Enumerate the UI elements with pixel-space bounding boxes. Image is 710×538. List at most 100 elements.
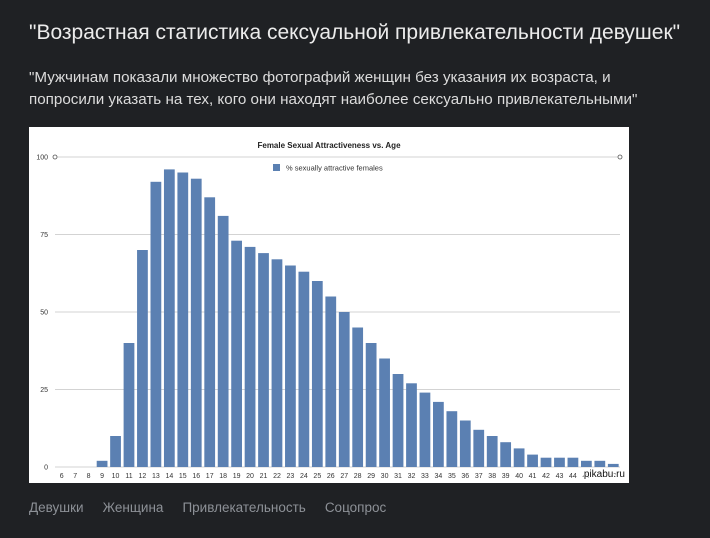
bar-34: [433, 401, 444, 467]
x-tick-label: 21: [260, 473, 268, 480]
y-tick-label: 50: [40, 310, 48, 317]
bar-40: [513, 448, 525, 467]
bar-45: [580, 460, 592, 467]
bar-11: [123, 343, 135, 467]
x-tick-label: 40: [515, 473, 523, 480]
x-tick-label: 33: [421, 473, 429, 480]
bar-44: [567, 457, 579, 467]
tag-link[interactable]: Женщина: [102, 500, 164, 515]
x-tick-label: 19: [233, 473, 241, 480]
bar-26: [325, 296, 337, 467]
x-tick-label: 32: [408, 473, 416, 480]
bar-13: [150, 181, 162, 468]
x-tick-label: 35: [448, 473, 456, 480]
bar-12: [137, 250, 148, 467]
x-tick-label: 31: [394, 473, 402, 480]
x-tick-label: 25: [313, 473, 321, 480]
x-tick-label: 28: [354, 473, 362, 480]
bar-22: [271, 259, 283, 467]
bar-24: [298, 271, 310, 467]
y-tick-label: 25: [40, 387, 48, 394]
x-tick-label: 29: [367, 473, 375, 480]
post-title: "Возрастная статистика сексуальной привл…: [29, 21, 681, 44]
bar-47: [607, 463, 619, 467]
bar-37: [473, 429, 485, 467]
x-tick-label: 30: [381, 473, 389, 480]
x-tick-label: 20: [246, 473, 254, 480]
x-tick-label: 13: [152, 473, 160, 480]
x-tick-label: 46: [596, 473, 604, 480]
bar-14: [163, 169, 175, 467]
bar-15: [177, 172, 189, 467]
chart-title: Female Sexual Attractiveness vs. Age: [257, 141, 401, 150]
tag-list: Девушки Женщина Привлекательность Соцопрос: [29, 500, 386, 520]
x-tick-label: 34: [434, 473, 442, 480]
chart-handle: [617, 154, 623, 160]
x-tick-label: 27: [340, 473, 348, 480]
bar-20: [244, 246, 256, 467]
x-tick-label: 26: [327, 473, 335, 480]
bar-31: [392, 374, 404, 467]
y-tick-label: 0: [44, 465, 48, 472]
legend-label: % sexually attractive females: [286, 164, 383, 173]
x-tick-label: 16: [192, 473, 200, 480]
x-tick-label: 39: [502, 473, 510, 480]
x-tick-label: 17: [206, 473, 214, 480]
x-tick-label: 44: [569, 473, 577, 480]
bar-25: [311, 281, 323, 467]
bar-41: [527, 454, 538, 467]
x-tick-label: 37: [475, 473, 483, 480]
bar-19: [231, 240, 242, 467]
bar-16: [190, 178, 202, 467]
bar-35: [446, 411, 458, 467]
x-tick-label: 10: [112, 473, 120, 480]
x-tick-label: 24: [300, 473, 308, 480]
legend-swatch: [273, 164, 280, 171]
bar-9: [96, 460, 108, 467]
x-tick-label: 7: [73, 473, 77, 480]
bar-23: [285, 265, 296, 467]
bar-28: [352, 327, 364, 467]
x-tick-label: 43: [556, 473, 564, 480]
bar-42: [540, 457, 552, 467]
x-tick-label: 9: [100, 473, 104, 480]
x-tick-label: 8: [87, 473, 91, 480]
tag-link[interactable]: Девушки: [29, 500, 84, 515]
x-tick-label: 23: [287, 473, 295, 480]
x-tick-label: 36: [461, 473, 469, 480]
chart-handle: [52, 154, 58, 160]
bar-21: [258, 253, 269, 467]
bar-29: [365, 343, 377, 467]
x-tick-label: 14: [165, 473, 173, 480]
x-tick-label: 18: [219, 473, 227, 480]
x-tick-label: 42: [542, 473, 550, 480]
x-tick-label: 22: [273, 473, 281, 480]
bar-43: [554, 457, 565, 467]
bar-38: [486, 436, 498, 467]
x-tick-label: 6: [60, 473, 64, 480]
watermark: pikabu.ru: [584, 469, 625, 480]
tag-link[interactable]: Соцопрос: [324, 500, 387, 515]
x-tick-label: 11: [125, 473, 132, 480]
bar-27: [338, 312, 350, 467]
bar-46: [594, 460, 606, 467]
bar-10: [110, 436, 121, 467]
x-tick-label: 38: [488, 473, 496, 480]
chart-image: Female Sexual Attractiveness vs. Age 0 25 5…: [29, 127, 629, 483]
tag-link[interactable]: Привлекательность: [182, 500, 306, 515]
bar-30: [379, 358, 390, 467]
x-tick-label: 12: [139, 473, 147, 480]
y-tick-label: 100: [36, 155, 48, 162]
y-tick-label: 75: [40, 232, 48, 239]
bar-39: [500, 442, 512, 467]
bar-chart: Female Sexual Attractiveness vs. Age 0 25 5…: [36, 141, 626, 481]
bar-17: [204, 197, 216, 468]
bar-18: [217, 215, 229, 467]
bar-32: [406, 383, 417, 467]
bar-36: [459, 420, 471, 467]
x-tick-label: 15: [179, 473, 187, 480]
bar-33: [419, 392, 431, 467]
x-tick-label: 47: [609, 473, 617, 480]
x-tick-label: 45: [582, 473, 590, 480]
post-description: "Мужчинам показали множество фотографий …: [29, 69, 638, 108]
